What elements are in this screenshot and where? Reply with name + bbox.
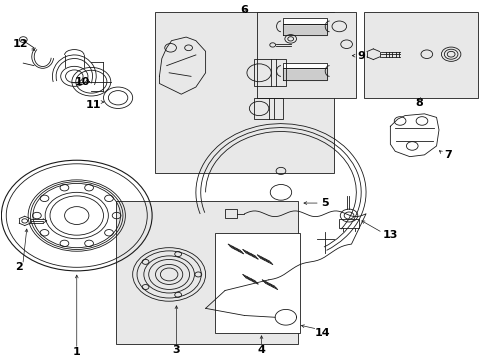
Bar [254,98,283,119]
Text: 11: 11 [86,100,102,110]
Bar [116,201,297,344]
Bar [363,12,477,98]
Text: 2: 2 [15,262,23,272]
Text: 3: 3 [172,346,180,355]
Polygon shape [283,18,326,24]
Bar [224,210,237,218]
Polygon shape [283,24,326,35]
Polygon shape [283,63,326,68]
Text: 4: 4 [257,346,265,355]
Bar [154,12,334,173]
Polygon shape [283,68,326,80]
Text: 9: 9 [357,51,365,60]
Bar [254,59,285,86]
Bar [215,233,300,333]
Text: 14: 14 [314,328,329,338]
Bar [339,219,358,228]
Text: 7: 7 [443,150,451,160]
Text: 8: 8 [415,98,423,108]
Text: 13: 13 [382,230,397,240]
Text: 5: 5 [320,198,328,208]
Bar [256,12,356,98]
Text: 6: 6 [240,5,248,15]
Text: 1: 1 [73,347,81,357]
Text: 10: 10 [75,77,90,87]
Text: 12: 12 [13,39,28,49]
